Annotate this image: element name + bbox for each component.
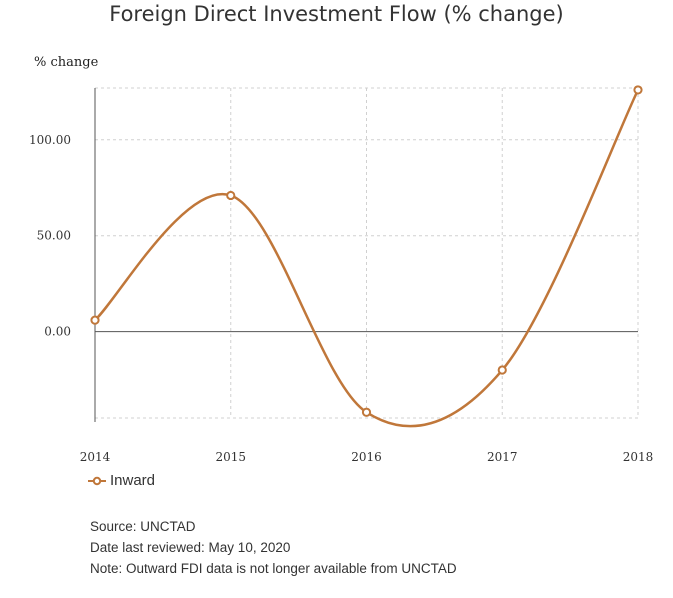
legend-label: Inward — [110, 472, 156, 489]
grid-lines — [95, 87, 639, 419]
x-tick-label: 2014 — [80, 450, 111, 464]
chart-title: Foreign Direct Investment Flow (% change… — [109, 2, 564, 26]
y-tick-labels: 100.00 50.00 0.00 — [29, 133, 71, 339]
legend[interactable]: Inward — [88, 472, 155, 489]
axes — [94, 88, 638, 422]
data-point — [361, 407, 372, 417]
x-tick-label: 2015 — [215, 450, 246, 464]
data-point — [633, 85, 643, 95]
line-chart: 100.00 50.00 0.00 2014 2015 2016 2017 2018 — [29, 85, 654, 464]
x-tick-label: 2018 — [623, 450, 654, 464]
x-tick-label: 2017 — [487, 450, 518, 464]
data-point — [90, 315, 100, 325]
notes: Source: UNCTAD Date last reviewed: May 1… — [90, 516, 457, 579]
y-axis-label: % change — [34, 55, 99, 70]
x-tick-labels: 2014 2015 2016 2017 2018 — [80, 450, 654, 464]
y-tick-label: 50.00 — [37, 229, 71, 243]
series-points — [90, 85, 643, 417]
legend-marker-icon — [88, 476, 106, 485]
data-point — [497, 365, 507, 375]
y-tick-label: 100.00 — [29, 133, 71, 147]
y-tick-label: 0.00 — [44, 325, 71, 339]
reviewed-note: Date last reviewed: May 10, 2020 — [90, 540, 291, 555]
data-point — [226, 190, 236, 201]
x-tick-label: 2016 — [351, 450, 382, 464]
source-note: Source: UNCTAD — [90, 519, 196, 534]
outward-note: Note: Outward FDI data is not longer ava… — [90, 561, 457, 576]
